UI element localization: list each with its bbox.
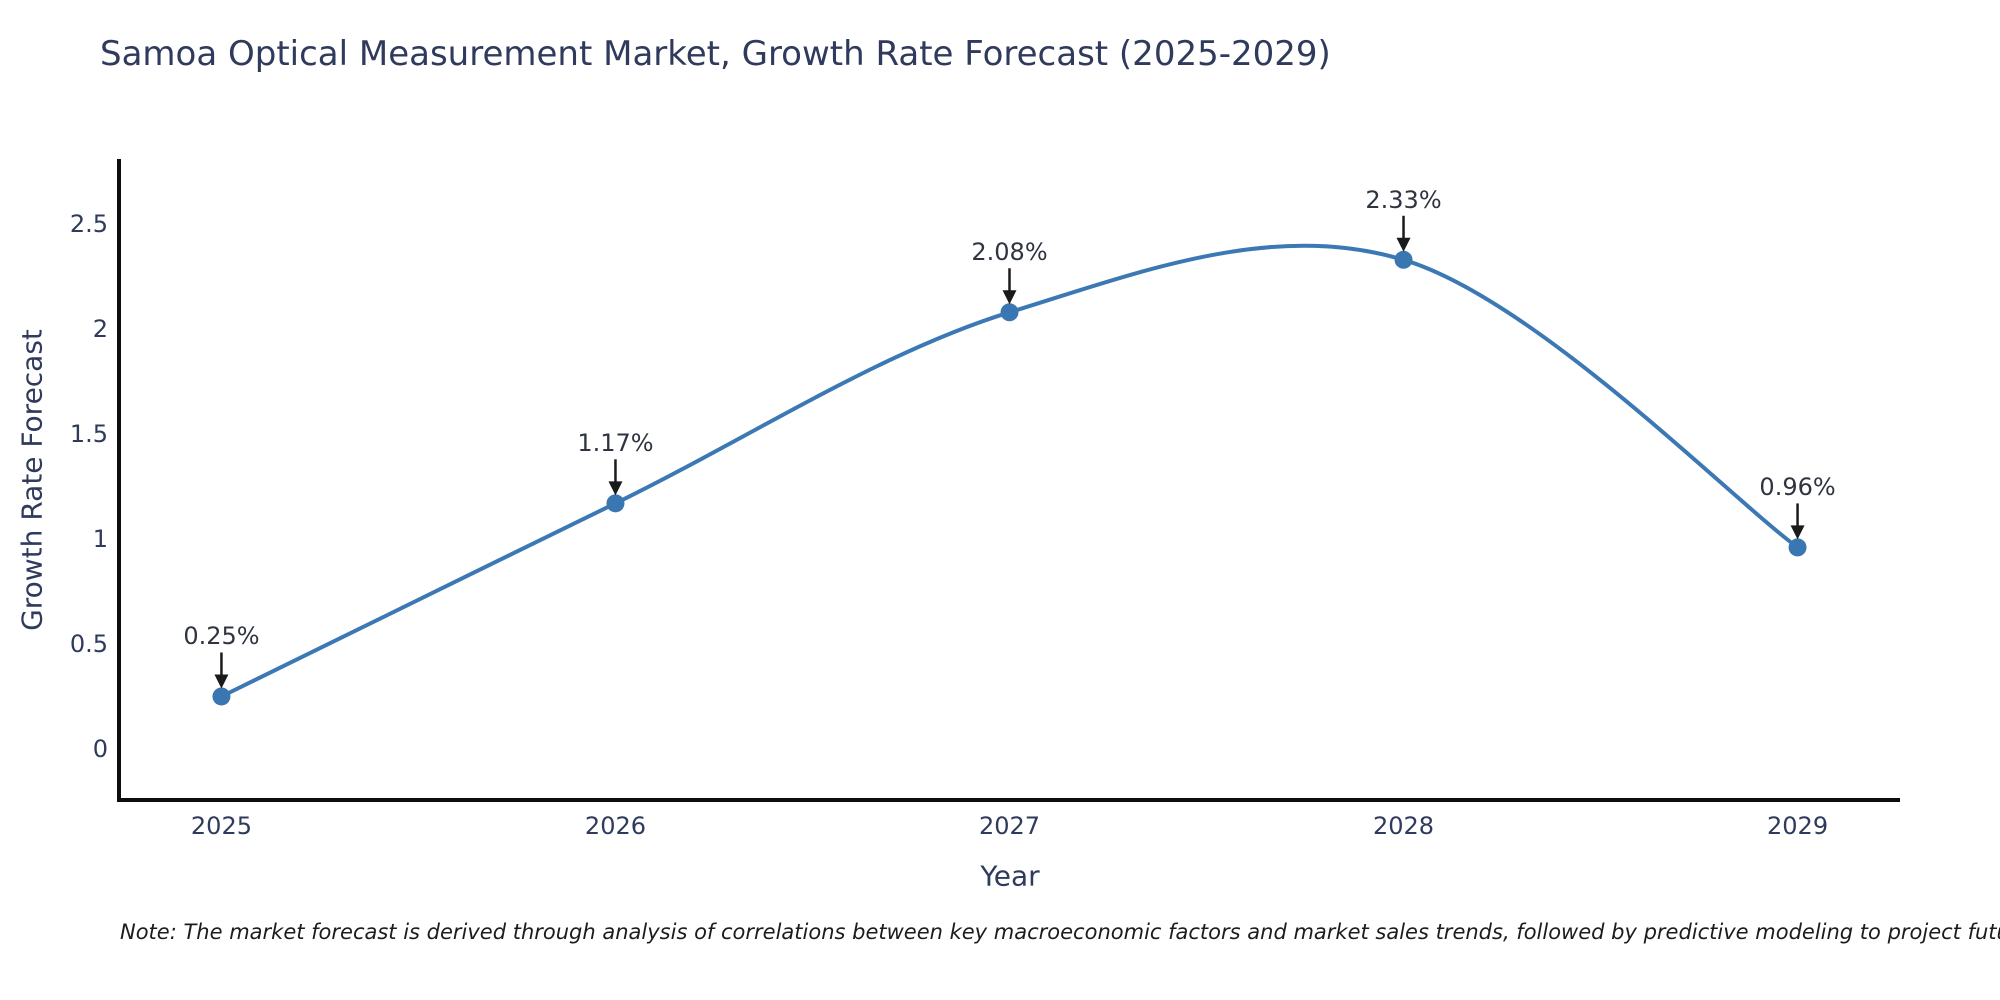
footnote: Note: The market forecast is derived thr… [120,920,2000,944]
x-tick-label: 2025 [190,812,252,840]
x-tick-label: 2027 [978,812,1041,840]
annotation-arrowhead [608,481,623,496]
y-tick-label: 0.5 [69,630,108,658]
data-point-marker [212,687,231,706]
y-tick-label: 1.5 [69,420,108,449]
data-point-marker [606,494,625,513]
y-tick-label: 2 [92,315,108,344]
annotation-arrowhead [214,674,229,689]
point-annotation: 0.96% [1759,473,1836,502]
x-tick-label: 2029 [1767,812,1829,840]
annotation-arrowhead [1002,290,1017,305]
data-point-marker [1000,303,1019,322]
y-tick-label: 2.5 [69,210,108,239]
annotation-arrowhead [1790,525,1805,540]
data-point-marker [1394,250,1413,269]
x-tick-label: 2026 [584,812,647,840]
y-tick-label: 1 [92,525,108,554]
point-annotation: 1.17% [577,429,654,458]
point-annotation: 0.25% [183,622,260,651]
y-axis-title: Growth Rate Forecast [15,329,49,631]
chart-title: Samoa Optical Measurement Market, Growth… [100,34,1331,74]
x-axis-title: Year [980,859,1040,893]
x-tick-label: 2028 [1372,812,1435,840]
y-tick-label: 0 [92,734,108,763]
data-point-marker [1788,538,1807,557]
annotation-arrowhead [1396,237,1411,252]
point-annotation: 2.33% [1365,185,1442,214]
point-annotation: 2.08% [971,238,1048,267]
